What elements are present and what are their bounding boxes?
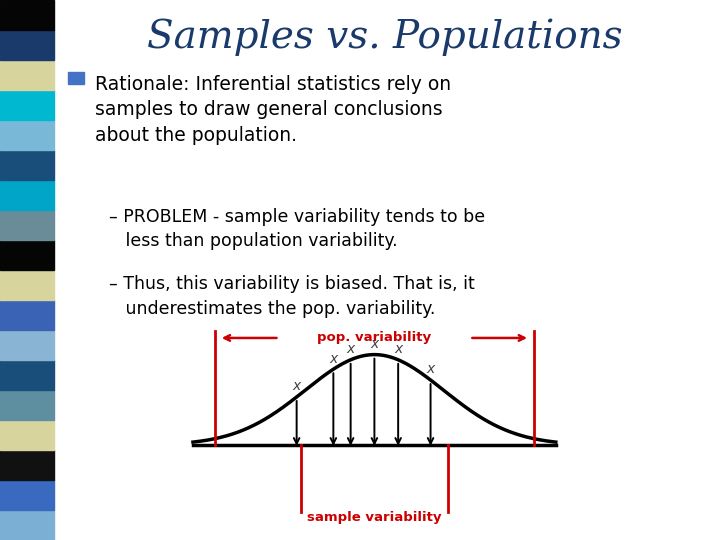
Bar [0,330,54,360]
Text: x: x [346,342,355,356]
Text: x: x [394,342,402,356]
Bar [0,450,54,480]
Bar [0,30,54,60]
Bar [0,420,54,450]
Bar [0,360,54,390]
Text: x: x [370,337,379,351]
Text: x: x [292,380,301,394]
Text: Samples vs. Populations: Samples vs. Populations [148,19,623,56]
Bar [0,180,54,210]
Bar [0,0,54,30]
Bar [0,240,54,270]
Text: Rationale: Inferential statistics rely on
samples to draw general conclusions
ab: Rationale: Inferential statistics rely o… [95,75,451,145]
Bar [0,210,54,240]
Bar [0,90,54,120]
Text: x: x [426,362,435,376]
Bar [0,270,54,300]
Bar [0,480,54,510]
Bar [0,300,54,330]
Text: sample variability: sample variability [307,511,441,524]
Bar [0,390,54,420]
Bar [68,72,84,84]
Text: – PROBLEM - sample variability tends to be
   less than population variability.: – PROBLEM - sample variability tends to … [109,208,485,250]
Bar [0,120,54,150]
Bar [0,60,54,90]
Bar [0,510,54,540]
Bar [0,150,54,180]
Text: x: x [329,352,338,366]
Text: pop. variability: pop. variability [318,332,431,345]
Text: – Thus, this variability is biased. That is, it
   underestimates the pop. varia: – Thus, this variability is biased. That… [109,275,475,318]
